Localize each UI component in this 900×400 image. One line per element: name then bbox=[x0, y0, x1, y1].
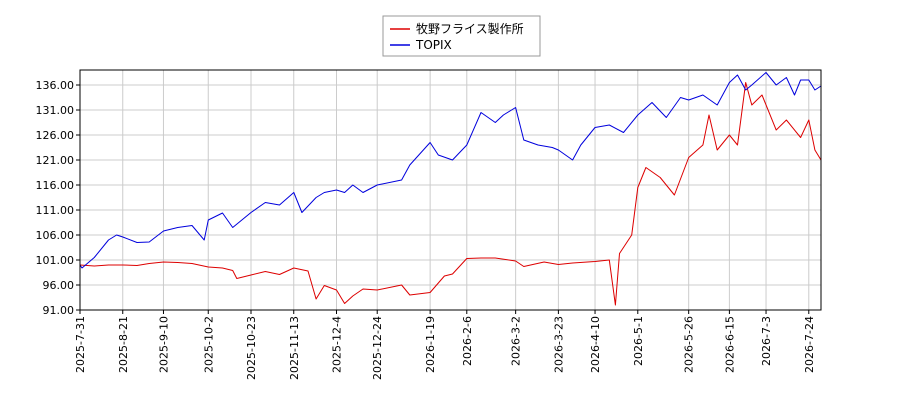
x-tick-label: 2026-5-26 bbox=[683, 316, 696, 373]
legend: 牧野フライス製作所 TOPIX bbox=[382, 15, 541, 57]
x-tick-label: 2026-3-23 bbox=[552, 316, 565, 373]
series-line-topix bbox=[79, 72, 822, 269]
x-tick-label: 2026-4-10 bbox=[589, 316, 602, 373]
series-line-makino bbox=[79, 82, 822, 306]
y-tick-label: 111.00 bbox=[36, 204, 75, 217]
x-tick-label: 2025-11-13 bbox=[288, 316, 301, 380]
y-tick-label: 136.00 bbox=[36, 79, 75, 92]
y-tick-label: 91.00 bbox=[43, 304, 75, 317]
x-tick-label: 2026-2-6 bbox=[461, 316, 474, 366]
y-tick-label: 131.00 bbox=[36, 104, 75, 117]
x-tick-label: 2026-3-2 bbox=[510, 316, 523, 366]
x-tick-label: 2025-10-23 bbox=[245, 316, 258, 380]
y-tick-label: 101.00 bbox=[36, 254, 75, 267]
x-tick-label: 2025-10-2 bbox=[202, 316, 215, 373]
legend-box bbox=[382, 15, 541, 57]
plot-frame bbox=[79, 69, 822, 311]
x-tick-label: 2026-1-19 bbox=[424, 316, 437, 373]
x-tick-label: 2026-7-24 bbox=[803, 316, 816, 373]
y-tick-label: 106.00 bbox=[36, 229, 75, 242]
x-tick-label: 2026-7-3 bbox=[760, 316, 773, 366]
y-tick-label: 116.00 bbox=[36, 179, 75, 192]
x-tick-label: 2025-12-24 bbox=[371, 316, 384, 380]
y-tick-label: 96.00 bbox=[43, 279, 75, 292]
x-tick-label: 2025-9-10 bbox=[157, 316, 170, 373]
x-tick-label: 2025-12-4 bbox=[331, 316, 344, 373]
y-axis-labels: 91.00 96.00 101.00 106.00 111.00 116.00 121.00… bbox=[36, 79, 80, 317]
legend-label-makino: 牧野フライス製作所 bbox=[416, 22, 524, 36]
legend-label-topix: TOPIX bbox=[415, 38, 452, 52]
x-tick-label: 2026-6-15 bbox=[723, 316, 736, 373]
series-lines bbox=[79, 72, 822, 306]
x-axis-labels: 2025-7-31 2025-8-21 2025-9-10 2025-10-2 2025… bbox=[74, 310, 816, 380]
x-tick-label: 2026-5-1 bbox=[632, 316, 645, 366]
x-tick-label: 2025-7-31 bbox=[74, 316, 87, 373]
x-tick-label: 2025-8-21 bbox=[117, 316, 130, 373]
y-tick-label: 126.00 bbox=[36, 129, 75, 142]
y-tick-label: 121.00 bbox=[36, 154, 75, 167]
